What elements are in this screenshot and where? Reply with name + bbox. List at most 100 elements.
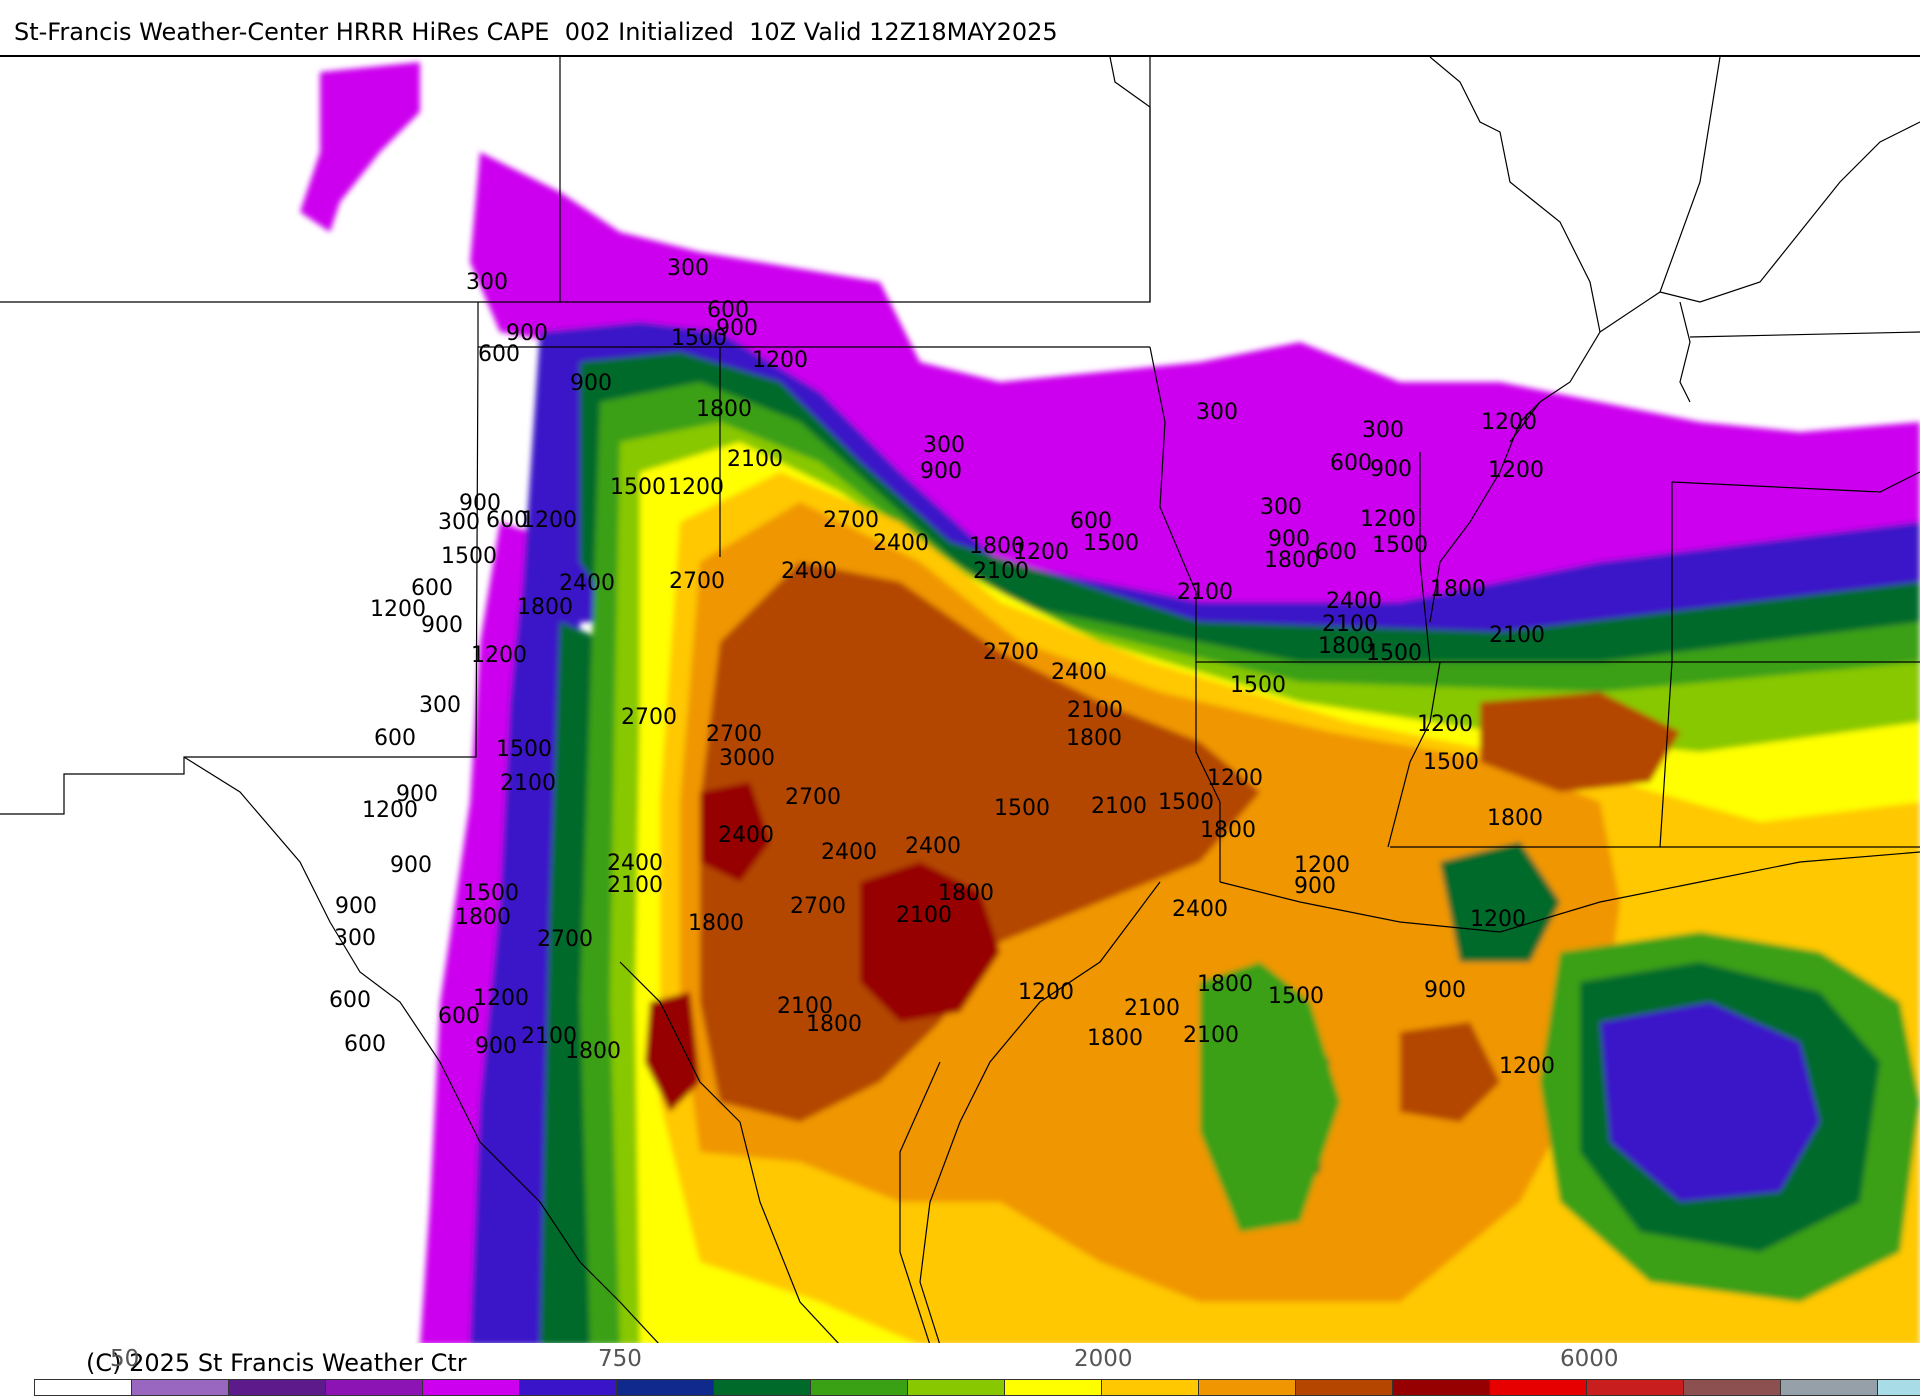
contour-label: 1500 [1158, 790, 1214, 815]
contour-label: 2400 [873, 531, 929, 556]
border-line [183, 756, 659, 1343]
contour-label: 2400 [607, 851, 663, 876]
contour-label: 1200 [1013, 540, 1069, 565]
contour-label: 1200 [473, 986, 529, 1011]
cape-band-blue-gulf [1600, 1002, 1820, 1202]
cape-band-green-pocket-2 [1440, 842, 1560, 962]
contour-label: 2400 [1172, 897, 1228, 922]
contour-label: 300 [1196, 400, 1238, 425]
contour-label: 2400 [1326, 589, 1382, 614]
contour-label: 2400 [781, 559, 837, 584]
color-scale-swatch [811, 1380, 908, 1395]
scale-tick-label: 50 [110, 1346, 140, 1372]
contour-label: 600 [329, 988, 371, 1013]
color-scale-swatch [229, 1380, 326, 1395]
contour-label: 300 [466, 270, 508, 295]
contour-label: 600 [1070, 509, 1112, 534]
contour-label: 1200 [1207, 766, 1263, 791]
contour-label: 2700 [537, 927, 593, 952]
contour-label: 3000 [719, 746, 775, 771]
contour-label: 1800 [688, 911, 744, 936]
state-boundaries [0, 57, 1920, 1343]
contour-label: 1800 [1087, 1026, 1143, 1051]
border-line [1429, 57, 1601, 443]
contour-label: 900 [1424, 978, 1466, 1003]
contour-label: 900 [570, 371, 612, 396]
contour-label: 2100 [1322, 612, 1378, 637]
contour-label: 2100 [727, 447, 783, 472]
border-line [1429, 401, 1541, 623]
border-line [1195, 662, 1221, 882]
contour-labels: 3003006009009006001500120090018002100150… [329, 256, 1555, 1079]
border-line [899, 1061, 941, 1343]
contour-label: 1200 [752, 348, 808, 373]
border-line [1599, 57, 1721, 333]
cape-band-darkred-west [700, 782, 770, 882]
contour-label: 1800 [1318, 634, 1374, 659]
contour-label: 2700 [669, 569, 725, 594]
scale-tick-label: 2000 [1074, 1346, 1133, 1372]
contour-label: 2100 [973, 559, 1029, 584]
contour-label: 1800 [696, 397, 752, 422]
contour-label: 2400 [559, 571, 615, 596]
contour-label: 2700 [785, 785, 841, 810]
contour-label: 900 [459, 491, 501, 516]
contour-label: 2400 [821, 840, 877, 865]
contour-label: 2700 [706, 722, 762, 747]
color-scale-swatch [423, 1380, 520, 1395]
color-scale-swatch [1490, 1380, 1587, 1395]
cape-band-rust-east [1480, 692, 1680, 792]
border-line [1387, 661, 1441, 848]
contour-label: 1500 [1230, 673, 1286, 698]
contour-label: 1500 [496, 737, 552, 762]
border-line [919, 881, 1161, 1343]
contour-label: 900 [1268, 527, 1310, 552]
contour-label: 900 [390, 853, 432, 878]
contour-label: 2700 [823, 508, 879, 533]
contour-label: 2100 [1124, 996, 1180, 1021]
border-line [1659, 121, 1920, 303]
contour-label: 600 [486, 508, 528, 533]
contour-label: 1500 [671, 326, 727, 351]
contour-label: 900 [716, 316, 758, 341]
contour-label: 2100 [500, 771, 556, 796]
border-line [1219, 851, 1920, 933]
color-scale-swatch [1587, 1380, 1684, 1395]
contour-label: 2700 [621, 705, 677, 730]
contour-label: 600 [1315, 540, 1357, 565]
contour-label: 900 [506, 321, 548, 346]
contour-label: 600 [344, 1032, 386, 1057]
contour-label: 1500 [1423, 750, 1479, 775]
footer: (C) 2025 St Francis Weather Ctr 50 750 2… [0, 1343, 1920, 1400]
contour-label: 900 [396, 782, 438, 807]
copyright-text: (C) 2025 St Francis Weather Ctr [86, 1349, 467, 1377]
contour-label: 1200 [370, 597, 426, 622]
contour-label: 300 [1362, 418, 1404, 443]
border-line [619, 961, 839, 1343]
color-scale-bar [34, 1379, 1920, 1396]
contour-label: 2400 [1051, 660, 1107, 685]
scale-tick-label: 750 [598, 1346, 642, 1372]
contour-label: 1200 [1294, 853, 1350, 878]
scale-tick-label: 6000 [1560, 1346, 1619, 1372]
contour-label: 900 [475, 1034, 517, 1059]
contour-label: 2100 [1067, 698, 1123, 723]
contour-label: 2100 [607, 873, 663, 898]
contour-label: 600 [438, 1004, 480, 1029]
contour-label: 1800 [1264, 548, 1320, 573]
contour-label: 300 [419, 693, 461, 718]
contour-label: 600 [374, 726, 416, 751]
contour-label: 1200 [1417, 712, 1473, 737]
contour-label: 1200 [521, 508, 577, 533]
contour-label: 1800 [938, 881, 994, 906]
color-scale-swatch [1296, 1380, 1393, 1395]
border-line [1659, 482, 1673, 848]
color-scale-swatch [1684, 1380, 1781, 1395]
border-line [1419, 452, 1431, 663]
contour-label: 1500 [1366, 641, 1422, 666]
color-scale-swatch [617, 1380, 714, 1395]
map-title: St-Francis Weather-Center HRRR HiRes CAP… [14, 18, 1058, 46]
contour-label: 1800 [969, 534, 1025, 559]
contour-label: 300 [438, 510, 480, 535]
border-line [1109, 57, 1151, 302]
